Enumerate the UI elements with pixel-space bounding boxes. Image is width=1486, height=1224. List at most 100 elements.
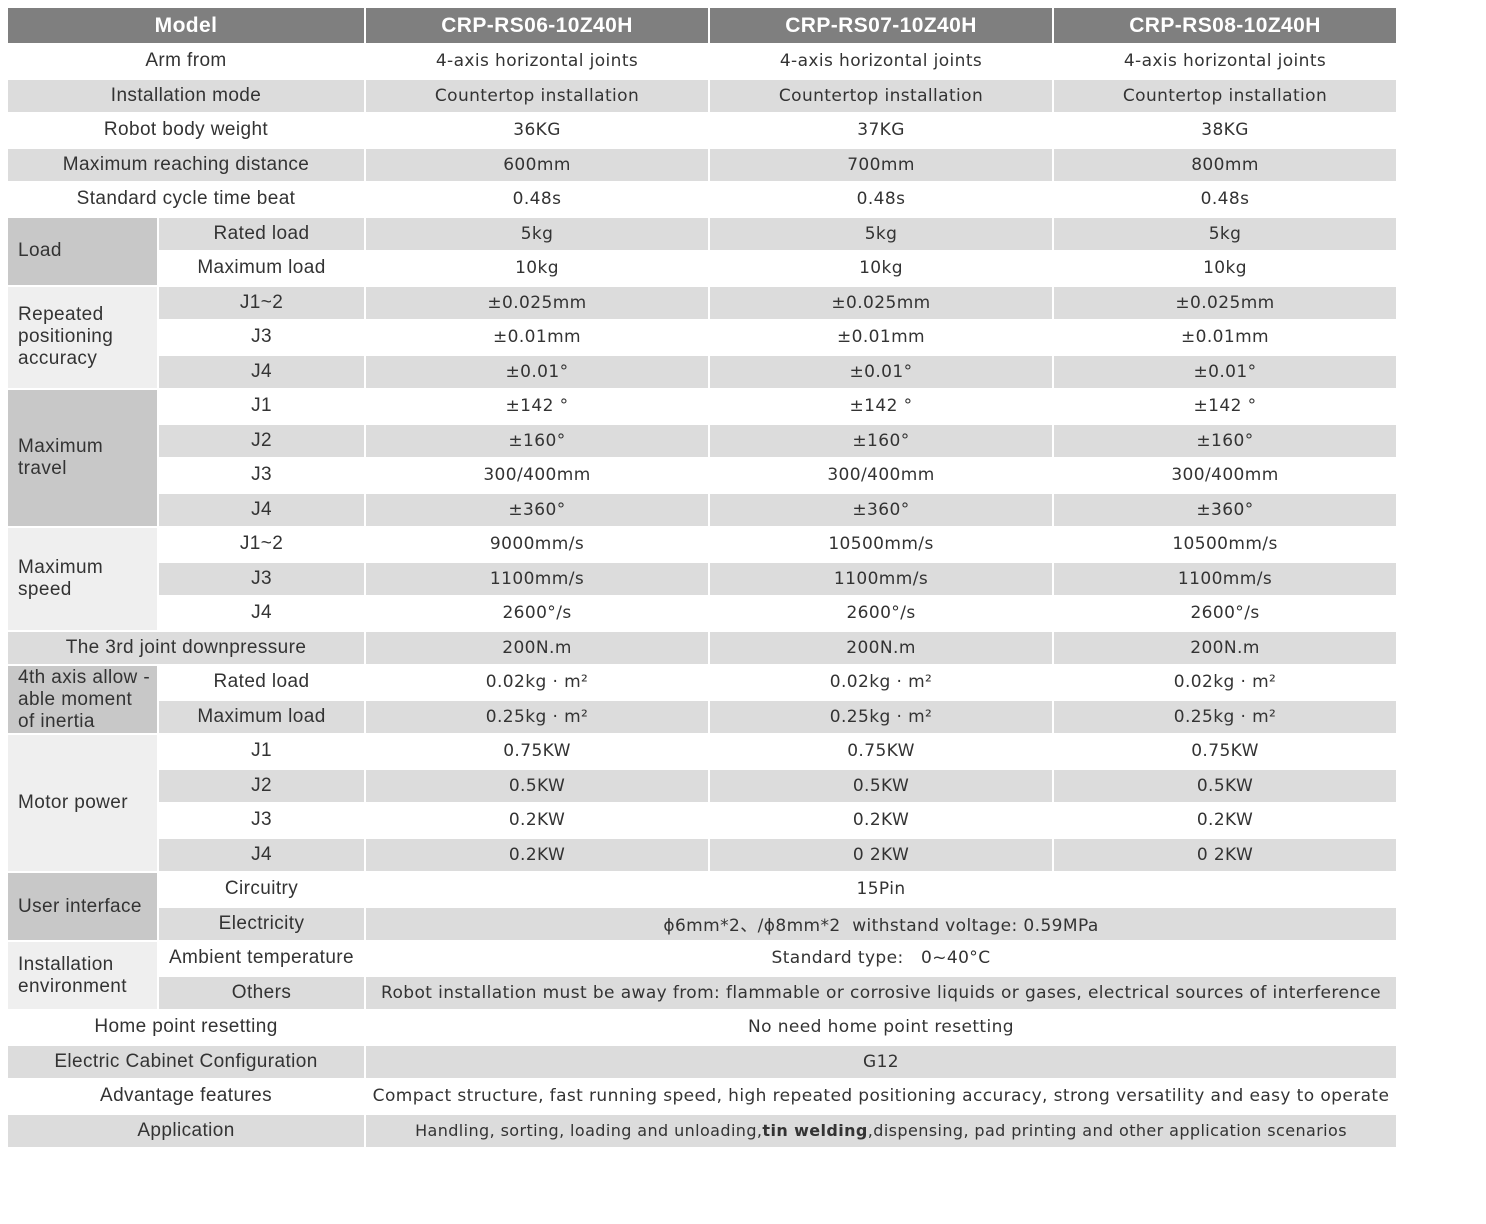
value-cell: G12 [364, 1043, 1399, 1080]
value-cell: ±142 ° [1052, 388, 1399, 425]
spec-row: 4th axis allow -able moment of inertia Ra… [6, 664, 1399, 735]
row-label: Electric Cabinet Configuration [5, 1043, 367, 1080]
value-cell: 0.48s [1052, 181, 1399, 218]
sub-label: Ambient temperature [156, 940, 367, 977]
value-cell: ±0.01° [1052, 353, 1399, 390]
sub-label: J2 [156, 422, 367, 459]
model-name: CRP-RS06-10Z40H [364, 6, 711, 45]
spec-row: Robot body weight 36KG 37KG 38KG [5, 112, 1399, 149]
value-cell: ±360° [1052, 491, 1399, 528]
value-cell: ϕ6mm*2、/ϕ8mm*2 withstand voltage: 0.59MP… [364, 905, 1399, 942]
group-label: Motor power [6, 733, 159, 873]
value-cell: ±0.01mm [364, 319, 711, 356]
row-label: Standard cycle time beat [5, 181, 367, 218]
spec-row: Maximum load 0.25kg · m² 0.25kg · m² 0.25kg… [7, 698, 1399, 735]
value-cell: ±0.025mm [364, 284, 711, 321]
group-label: User interface [6, 871, 159, 942]
value-cell: 600mm [364, 146, 711, 183]
value-cell: ±360° [708, 491, 1055, 528]
value-cell: 0.2KW [364, 836, 711, 873]
spec-row: J2 0.5KW 0.5KW 0.5KW [7, 767, 1399, 804]
spec-row: Application Handling, sorting, loading an… [5, 1112, 1399, 1149]
value-cell: 0 2KW [708, 836, 1055, 873]
value-cell: 0.2KW [364, 802, 711, 839]
sub-label: Maximum load [156, 698, 367, 735]
value-cell: 0.48s [708, 181, 1055, 218]
sub-label: J4 [156, 595, 367, 632]
model-name: CRP-RS07-10Z40H [708, 6, 1055, 45]
row-label: Robot body weight [5, 112, 367, 149]
value-cell: 5kg [1052, 215, 1399, 252]
value-cell: 700mm [708, 146, 1055, 183]
value-cell: 15Pin [364, 871, 1399, 908]
row-label: Installation mode [5, 77, 367, 114]
value-cell: 2600°/s [708, 595, 1055, 632]
sub-label: J3 [156, 560, 367, 597]
spec-row: Maximum travel J1 ±142 ° ±142 ° ±142 ° [6, 388, 1399, 528]
group-label: 4th axis allow -able moment of inertia [6, 664, 159, 735]
value-cell: 5kg [364, 215, 711, 252]
group-label: Load [6, 215, 159, 287]
value-cell: Countertop installation [708, 77, 1055, 114]
header-row: Model CRP-RS06-10Z40H CRP-RS07-10Z40H CRP-R… [5, 6, 1399, 45]
value-cell: 0.2KW [1052, 802, 1399, 839]
model-name: CRP-RS08-10Z40H [1052, 6, 1399, 45]
value-cell: 0 2KW [1052, 836, 1399, 873]
spec-row: J4 ±0.01° ±0.01° ±0.01° [7, 353, 1399, 390]
sub-label: Rated load [156, 664, 367, 701]
spec-row: Repeated positioning accuracy J1~2 ±0.025m… [6, 284, 1399, 390]
value-cell: 10500mm/s [1052, 526, 1399, 563]
spec-row: J2 ±160° ±160° ±160° [7, 422, 1399, 459]
value-cell: Standard type: 0~40°C [364, 940, 1399, 977]
value-cell: Compact structure, fast running speed, h… [364, 1078, 1399, 1115]
spec-row: J3 1100mm/s 1100mm/s 1100mm/s [7, 560, 1399, 597]
spec-row: J4 0.2KW 0 2KW 0 2KW [7, 836, 1399, 873]
value-cell: 800mm [1052, 146, 1399, 183]
value-cell: ±160° [1052, 422, 1399, 459]
value-cell: 300/400mm [1052, 457, 1399, 494]
row-label: Home point resetting [5, 1009, 367, 1046]
spec-row: Maximum speed J1~2 9000mm/s 10500mm/s 10500m… [6, 526, 1399, 632]
value-cell: No need home point resetting [364, 1009, 1399, 1046]
value-cell: 1100mm/s [1052, 560, 1399, 597]
value-cell: 4-axis horizontal joints [708, 43, 1055, 80]
value-cell: 0.25kg · m² [1052, 698, 1399, 735]
value-cell: ±160° [364, 422, 711, 459]
value-cell: ±360° [364, 491, 711, 528]
spec-row: Arm from 4-axis horizontal joints 4-axis h… [5, 43, 1399, 80]
value-cell: ±0.01mm [708, 319, 1055, 356]
sub-label: Electricity [156, 905, 367, 942]
value-cell: Countertop installation [364, 77, 711, 114]
value-cell: 36KG [364, 112, 711, 149]
sub-label: Others [156, 974, 367, 1011]
value-cell: 10kg [1052, 250, 1399, 287]
group-label: Repeated positioning accuracy [6, 284, 159, 390]
spec-row: Home point resetting No need home point r… [5, 1009, 1399, 1046]
spec-row: Maximum reaching distance 600mm 700mm 800mm [5, 146, 1399, 183]
spec-row: User interface Circuitry 15Pin [6, 871, 1399, 942]
row-label: The 3rd joint downpressure [5, 629, 367, 666]
spec-row: Installation environment Ambient temperat… [6, 940, 1399, 1011]
spec-row: Advantage features Compact structure, fas… [5, 1078, 1399, 1115]
sub-label: J1 [156, 388, 367, 425]
value-segment: tin welding [762, 1121, 868, 1141]
value-segment: Handling, sorting, loading and unloading… [415, 1121, 763, 1141]
value-cell: 200N.m [708, 629, 1055, 666]
value-cell: Robot installation must be away from: fl… [364, 974, 1399, 1011]
group-label: Maximum speed [6, 526, 159, 632]
value-cell: 0.5KW [364, 767, 711, 804]
value-cell: 0.75KW [364, 733, 711, 770]
value-cell: 200N.m [364, 629, 711, 666]
value-cell: 1100mm/s [708, 560, 1055, 597]
spec-row: Others Robot installation must be away fr… [7, 974, 1399, 1011]
header-label: Model [5, 6, 367, 45]
sub-label: J1 [156, 733, 367, 770]
spec-row: J3 0.2KW 0.2KW 0.2KW [7, 802, 1399, 839]
value-cell: 38KG [1052, 112, 1399, 149]
sub-label: Circuitry [156, 871, 367, 908]
sub-label: Rated load [156, 215, 367, 252]
sub-label: J4 [156, 353, 367, 390]
value-cell: 0.25kg · m² [364, 698, 711, 735]
spec-row: J4 ±360° ±360° ±360° [7, 491, 1399, 528]
value-cell: 10500mm/s [708, 526, 1055, 563]
